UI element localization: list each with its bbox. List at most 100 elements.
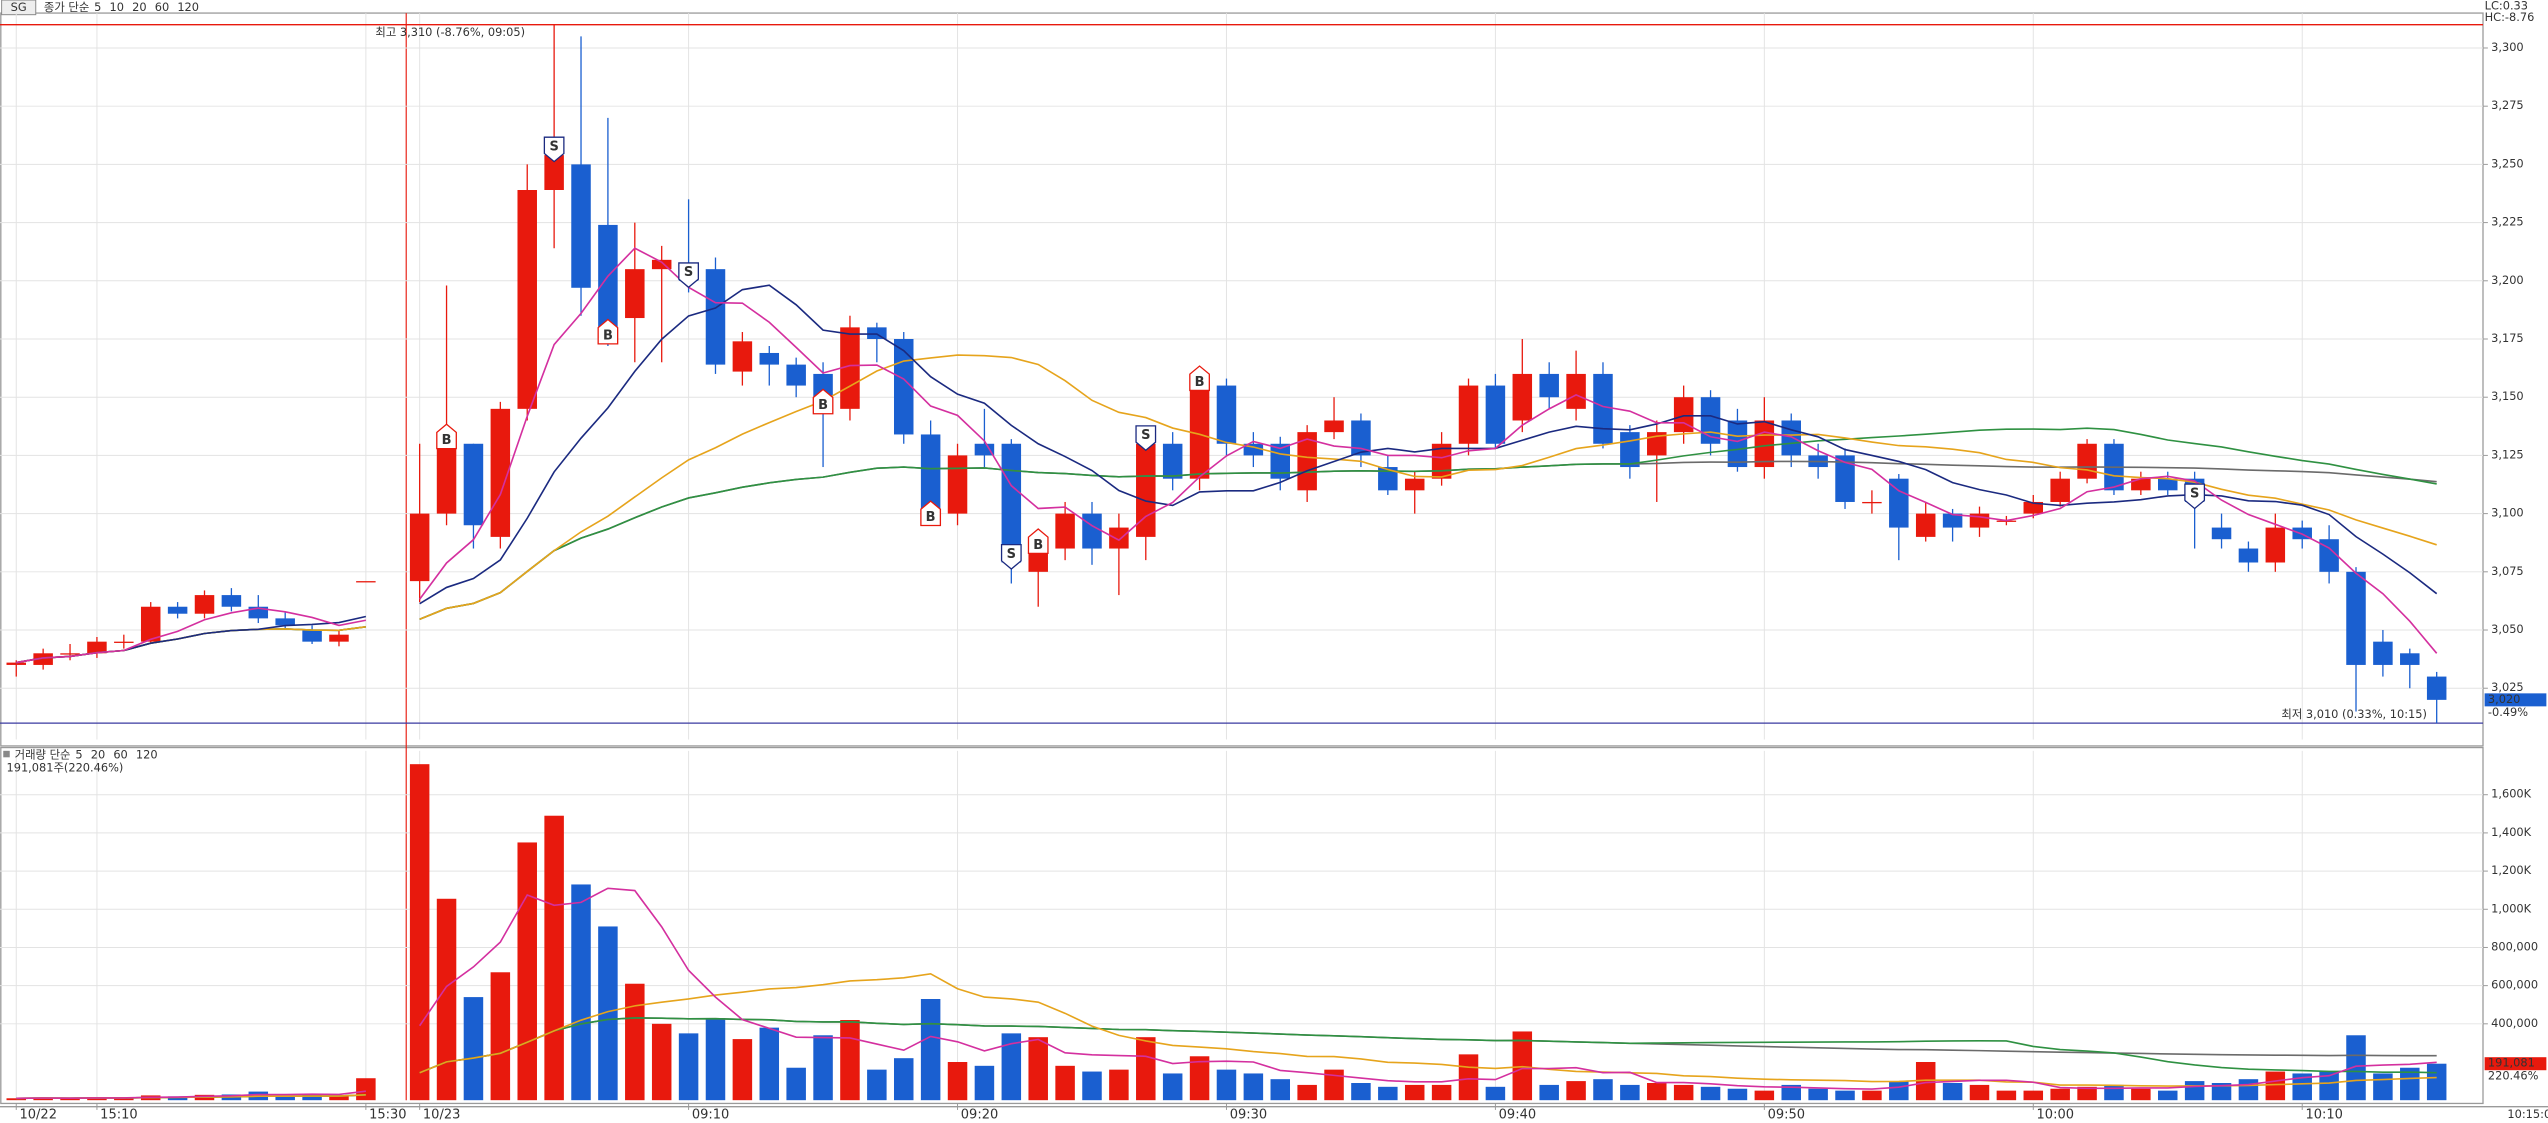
y-tick-label: 3,225 <box>2491 215 2524 229</box>
y-tick-label: 3,125 <box>2491 447 2524 461</box>
candle-body <box>1647 432 1667 456</box>
volume-bar <box>275 1095 295 1101</box>
candle-body <box>2238 548 2259 563</box>
volume-bar <box>1216 1069 1237 1101</box>
candle-body <box>436 443 457 514</box>
legend-entry: 120 <box>136 748 158 762</box>
candle-body <box>248 606 269 619</box>
candle-body <box>2346 571 2366 665</box>
volume-bar <box>2211 1083 2232 1101</box>
volume-bar <box>893 1058 914 1101</box>
candle-body <box>1028 548 1048 572</box>
volume-bar <box>813 1035 833 1101</box>
y-tick-label: 3,175 <box>2491 331 2524 345</box>
volume-bar <box>1243 1073 1264 1101</box>
last-volume-box <box>2484 1057 2547 1071</box>
candle-body <box>2426 676 2447 700</box>
candle-body <box>1189 385 1210 479</box>
candle-body <box>1297 432 1317 491</box>
volume-bar <box>1781 1084 1801 1101</box>
candle-body <box>2077 443 2097 479</box>
volume-bar <box>1001 1033 1022 1101</box>
candle-body <box>1324 420 1344 433</box>
candle-body <box>759 352 780 365</box>
y-tick-label: 3,300 <box>2491 40 2524 54</box>
candle-body <box>33 653 53 665</box>
signal-marker <box>920 500 942 527</box>
candle-body <box>6 662 26 665</box>
volume-bar <box>1297 1084 1317 1101</box>
y-tick-label: 3,025 <box>2491 680 2524 694</box>
candle-body <box>2023 501 2044 514</box>
volume-bar <box>2104 1084 2124 1101</box>
volume-bar <box>705 1018 726 1101</box>
candle-body <box>275 618 295 626</box>
y-tick-label: 600,000 <box>2491 978 2538 992</box>
volume-summary: 191,081주(220.46%) <box>7 761 124 775</box>
volume-bar <box>2319 1071 2339 1101</box>
candle-body <box>463 443 484 526</box>
signal-label: S <box>1141 428 1150 443</box>
volume-bar <box>786 1067 806 1101</box>
volume-bar <box>114 1097 134 1101</box>
change-label: -0.49% <box>2488 705 2528 719</box>
legend-entry: 10 <box>110 0 124 14</box>
x-tick-label: 10:00 <box>2037 1107 2074 1122</box>
candle-body <box>1378 467 1398 491</box>
volume-bar <box>2265 1071 2286 1101</box>
candle-body <box>409 513 430 582</box>
volume-bar <box>1378 1086 1398 1101</box>
volume-bar <box>2238 1079 2259 1101</box>
volume-bar <box>436 898 457 1101</box>
price-panel <box>0 12 2484 747</box>
volume-bar <box>1754 1090 1775 1101</box>
signal-label: S <box>684 265 693 280</box>
volume-bar <box>2346 1035 2366 1101</box>
price-ma-line <box>16 247 2438 664</box>
volume-bar <box>598 926 618 1101</box>
candle-body <box>571 164 591 288</box>
volume-bar <box>625 983 645 1101</box>
candle-body <box>2158 478 2178 491</box>
volume-bar <box>167 1096 188 1101</box>
volume-bar <box>1351 1083 1371 1101</box>
y-tick-label: 3,200 <box>2491 273 2524 287</box>
signal-label: B <box>1033 538 1043 553</box>
legend-entry: 60 <box>155 0 169 14</box>
x-tick-label: 09:20 <box>961 1107 998 1122</box>
symbol-box[interactable] <box>1 0 37 16</box>
candle-body <box>517 190 537 409</box>
volume-bar <box>1189 1056 1210 1101</box>
y-tick-label: 3,250 <box>2491 156 2524 170</box>
candle-body <box>87 641 107 654</box>
volume-bar <box>947 1062 968 1101</box>
volume-bar <box>517 842 537 1101</box>
x-tick-label: 10/23 <box>423 1107 460 1122</box>
volume-bar <box>302 1094 322 1101</box>
x-tick-label: 15:10 <box>100 1107 137 1122</box>
volume-bar <box>2023 1090 2044 1101</box>
candle-body <box>1404 478 1425 491</box>
volume-bar <box>1539 1084 1559 1101</box>
candle-body <box>329 634 349 642</box>
candle-body <box>1727 420 1748 468</box>
signal-marker <box>1027 528 1049 555</box>
candle-body <box>1566 373 1586 409</box>
volume-bar <box>2158 1090 2178 1101</box>
last-price-box <box>2484 693 2547 707</box>
volume-bar <box>1620 1084 1640 1101</box>
signal-label: S <box>549 139 558 154</box>
candle-body <box>356 581 376 583</box>
legend-entry: 20 <box>91 748 105 762</box>
volume-bar <box>2050 1088 2070 1101</box>
candle-body <box>1539 373 1559 398</box>
volume-bar <box>571 884 591 1101</box>
volume-ma-line <box>16 887 2437 1100</box>
volume-bar <box>1136 1037 1156 1101</box>
candle-body <box>920 434 941 521</box>
volume-bar <box>356 1078 376 1101</box>
candle-body <box>1889 478 1909 528</box>
signal-marker <box>812 388 834 415</box>
y-tick-label: 1,600K <box>2491 787 2532 801</box>
